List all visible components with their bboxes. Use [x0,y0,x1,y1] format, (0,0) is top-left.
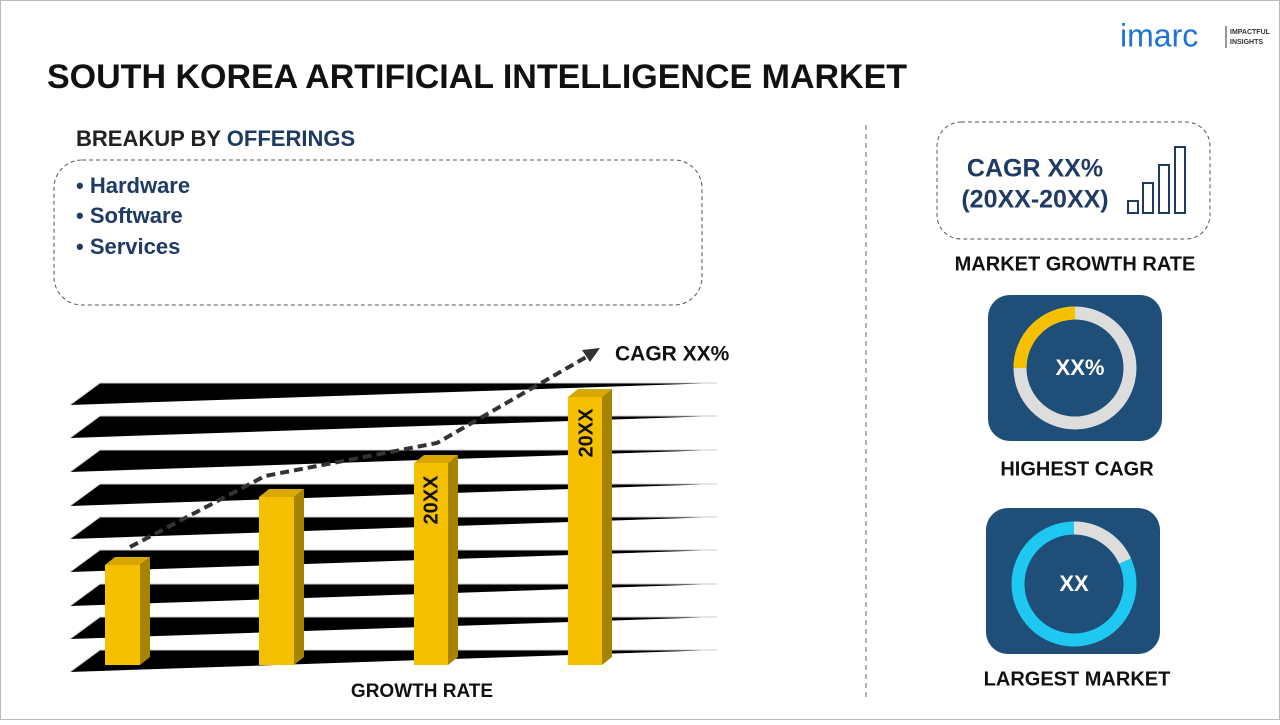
offering-text: Services [90,234,181,259]
box-caption: MARKET GROWTH RATE [955,253,1196,275]
bar-label: 20XX [420,475,442,525]
logo-tagline: IMPACTFUL [1230,29,1271,36]
growth-line: (20XX-20XX) [961,186,1108,214]
offering-text: Hardware [90,173,190,198]
growth-icon [1127,146,1186,214]
trend-arrow [129,354,589,549]
card-value: XX [1059,571,1089,596]
offering-item: • Software [76,203,183,228]
growth-line: CAGR XX% [967,155,1103,183]
chart-caption: GROWTH RATE [351,681,493,702]
logo-tagline: INSIGHTS [1230,39,1263,46]
card-caption: HIGHEST CAGR [1000,458,1154,480]
section-heading: BREAKUP BY OFFERINGS [76,126,355,151]
arrow-label: CAGR XX% [615,343,730,366]
offering-item: • Services [76,234,180,259]
arrow-head [582,348,600,362]
donut-arc [1013,306,1076,369]
offering-item: • Hardware [76,173,190,198]
donut-arc [1073,521,1131,564]
offerings-box [53,159,703,306]
heading-label: BREAKUP BY [76,126,221,151]
logo-brand: imarc [1120,17,1198,53]
chart-grid [69,382,717,673]
card-caption: LARGEST MARKET [984,668,1171,690]
bars [105,389,612,665]
bar-label: 20XX [575,408,597,458]
page-title: SOUTH KOREA ARTIFICIAL INTELLIGENCE MARK… [47,58,907,96]
offering-text: Software [90,203,183,228]
heading-highlight: OFFERINGS [227,126,355,151]
growth-box [936,121,1211,240]
card-value: XX% [1056,355,1105,380]
